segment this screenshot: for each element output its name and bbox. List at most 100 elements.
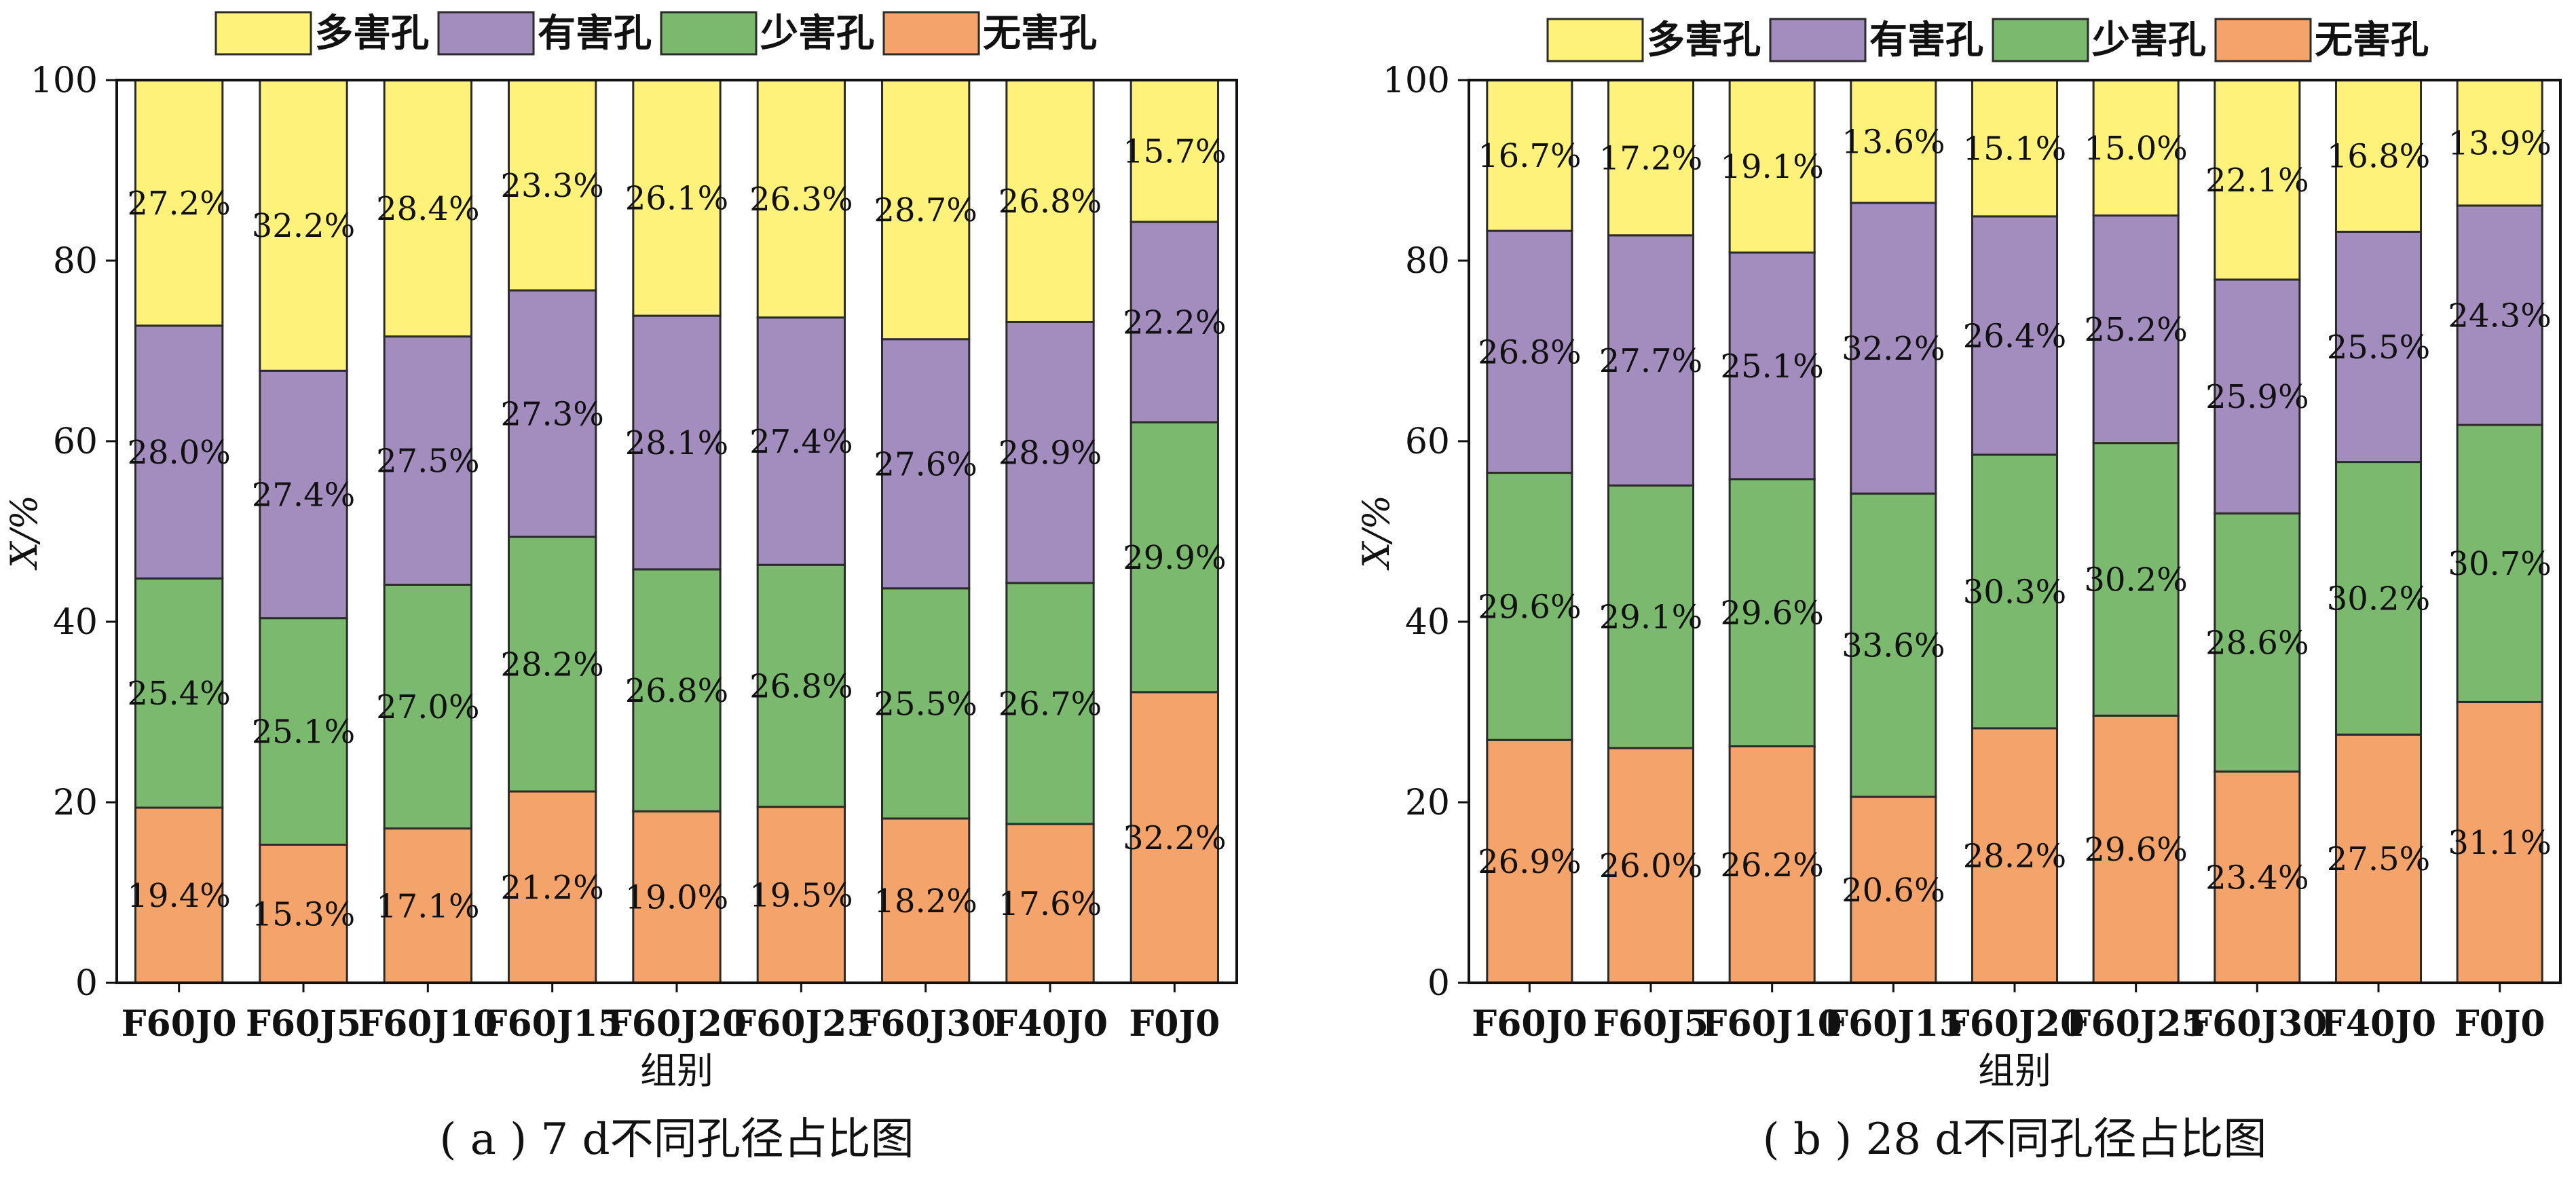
legend-label: 多害孔	[315, 11, 429, 56]
bar-segment	[1005, 582, 1095, 825]
data-label: 27.4%	[252, 476, 355, 514]
data-label: 26.9%	[1478, 843, 1581, 881]
bar-segment	[756, 79, 846, 319]
legend-swatch	[437, 11, 535, 56]
data-label: 17.1%	[376, 887, 479, 925]
bar-segment	[2214, 278, 2301, 514]
y-tick-label: 100	[1383, 60, 1450, 101]
bar-segment	[1971, 79, 2059, 218]
data-label: 26.7%	[998, 685, 1102, 723]
bar-segment	[134, 79, 224, 327]
legend-label: 少害孔	[760, 11, 874, 56]
data-label: 27.0%	[376, 688, 479, 726]
data-label: 25.1%	[252, 713, 355, 751]
bar-segment	[2334, 461, 2423, 736]
bar-segment	[2456, 204, 2543, 426]
data-label: 29.6%	[1720, 595, 1823, 633]
data-label: 27.6%	[874, 445, 977, 483]
bar-segment	[1130, 221, 1219, 424]
bar-segment	[259, 369, 348, 620]
bar-segment	[2092, 714, 2180, 984]
data-label: 22.2%	[1123, 303, 1226, 341]
plot-frame	[115, 79, 1238, 984]
bar-segment	[1486, 738, 1573, 984]
data-label: 27.7%	[1599, 342, 1702, 380]
data-label: 32.2%	[1123, 819, 1226, 857]
data-label: 19.1%	[1720, 148, 1823, 186]
bar-segment	[1850, 492, 1937, 798]
x-tick-label: F60J25	[731, 1003, 871, 1045]
data-label: 27.5%	[376, 443, 479, 481]
bar-segment	[1607, 484, 1695, 749]
x-axis-title: 组别	[1978, 1049, 2051, 1092]
y-tick-label: 20	[1405, 783, 1450, 823]
bar-segment	[1607, 79, 1695, 237]
data-label: 28.2%	[500, 646, 603, 684]
legend-swatch	[1769, 18, 1867, 62]
data-label: 27.5%	[2327, 840, 2430, 878]
y-tick-label: 20	[53, 783, 98, 823]
bar-segment	[632, 314, 722, 571]
data-label: 15.0%	[2084, 130, 2187, 168]
y-tick-label: 0	[1427, 963, 1450, 1004]
data-label: 25.5%	[2327, 329, 2430, 367]
data-label: 19.4%	[127, 877, 230, 915]
x-tick-label: F60J25	[2066, 1003, 2206, 1045]
bar-segment	[2214, 512, 2301, 773]
data-label: 28.2%	[1963, 837, 2066, 875]
x-tick-label: F60J15	[483, 1003, 622, 1045]
bar-segment	[259, 617, 348, 846]
bar-segment	[1607, 234, 1695, 487]
legend-label: 有害孔	[1869, 18, 1983, 62]
data-label: 29.1%	[1599, 599, 1702, 637]
x-tick-label: F60J20	[607, 1003, 747, 1045]
data-label: 24.3%	[2448, 297, 2551, 335]
data-label: 30.2%	[2084, 561, 2187, 599]
bar-segment	[881, 817, 971, 984]
x-tick-label: F0J0	[1129, 1003, 1220, 1045]
legend-label: 无害孔	[2315, 18, 2429, 62]
bar-segment	[756, 316, 846, 566]
bar-segment	[1728, 478, 1816, 748]
data-label: 26.2%	[1720, 846, 1823, 884]
x-tick-label: F40J0	[992, 1003, 1108, 1045]
bar-segment	[2334, 79, 2423, 233]
data-label: 27.3%	[500, 395, 603, 433]
y-axis-title: X/%	[1355, 495, 1398, 571]
legend-swatch	[660, 11, 758, 56]
data-label: 15.3%	[252, 895, 355, 933]
bar-segment	[134, 577, 224, 809]
x-tick-label: F60J15	[1823, 1003, 1963, 1045]
x-axis-title: 组别	[640, 1049, 713, 1092]
x-tick-label: F60J20	[1945, 1003, 2085, 1045]
y-tick-label: 60	[1405, 422, 1450, 462]
bar-segment	[1607, 747, 1695, 984]
bar-segment	[1971, 215, 2059, 456]
data-label: 28.9%	[998, 434, 1102, 472]
data-label: 16.7%	[1478, 137, 1581, 175]
data-label: 28.4%	[376, 190, 479, 228]
legend-swatch	[214, 11, 312, 56]
bar-segment	[756, 563, 846, 808]
y-axis-title: X/%	[3, 495, 45, 571]
data-label: 30.2%	[2327, 580, 2430, 618]
y-tick-label: 0	[75, 963, 98, 1004]
legend-label: 多害孔	[1647, 18, 1761, 62]
x-tick-label: F0J0	[2454, 1003, 2545, 1045]
bar-segment	[508, 289, 597, 538]
x-tick-label: F60J30	[856, 1003, 996, 1045]
y-tick-label: 80	[53, 241, 98, 282]
bar-segment	[2214, 770, 2301, 984]
data-label: 22.1%	[2205, 162, 2309, 200]
y-tick-label: 80	[1405, 241, 1450, 282]
x-tick-label: F60J10	[1702, 1003, 1842, 1045]
data-label: 33.6%	[1842, 627, 1945, 665]
bar-segment	[508, 536, 597, 793]
bar-segment	[632, 568, 722, 812]
panel-caption: ( b ) 28 d不同孔径占比图	[1763, 1115, 2267, 1165]
bar-segment	[1130, 421, 1219, 694]
legend-label: 无害孔	[983, 11, 1097, 56]
data-label: 25.4%	[127, 675, 230, 713]
legend: 多害孔 有害孔 少害孔 无害孔	[214, 11, 1097, 56]
